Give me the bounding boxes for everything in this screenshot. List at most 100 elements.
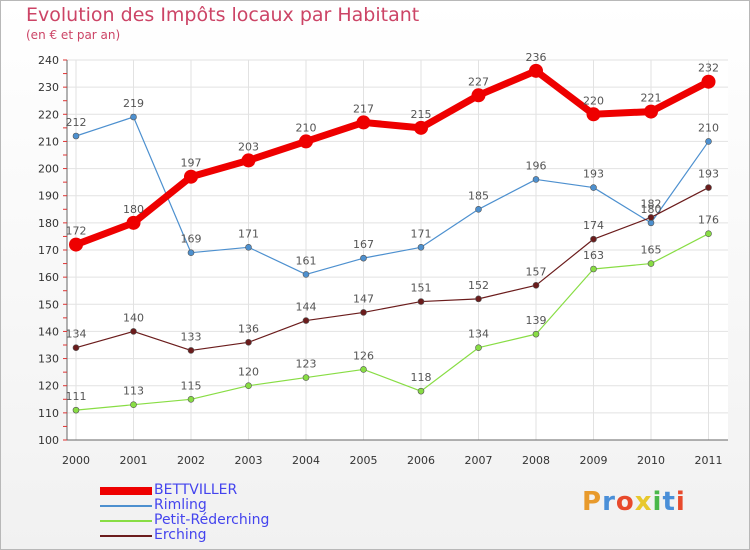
data-label: 232 (698, 62, 719, 75)
data-label: 115 (181, 379, 202, 392)
y-tick-label: 210 (38, 135, 59, 148)
data-label: 172 (66, 225, 87, 238)
legend-swatch (100, 505, 152, 507)
data-point (471, 88, 486, 103)
y-tick-label: 190 (38, 190, 59, 203)
x-tick-label: 2000 (62, 454, 90, 467)
data-point (130, 113, 137, 121)
data-label: 163 (583, 249, 604, 262)
data-label: 210 (698, 121, 719, 134)
data-point (187, 249, 195, 257)
data-label: 180 (123, 203, 144, 216)
series-line-petit-réderching (75, 233, 709, 411)
chart-subtitle: (en € et par an) (26, 28, 121, 42)
data-point (475, 344, 482, 352)
y-tick-label: 160 (38, 271, 59, 284)
data-label: 126 (353, 349, 374, 362)
data-label: 165 (641, 244, 662, 257)
data-label: 193 (698, 168, 719, 181)
series-line-erching (75, 187, 709, 352)
y-tick-label: 110 (38, 407, 59, 420)
y-tick-label: 180 (38, 217, 59, 230)
data-label: 180 (641, 203, 662, 216)
data-label: 236 (526, 51, 547, 64)
legend-label: Petit-Réderching (154, 512, 270, 528)
y-tick-label: 200 (38, 163, 59, 176)
data-point (701, 74, 716, 89)
data-point (360, 309, 367, 316)
data-label: 227 (468, 75, 489, 88)
data-point (187, 395, 195, 403)
data-label: 140 (123, 311, 144, 324)
data-point (302, 271, 310, 278)
y-tick-label: 240 (38, 54, 59, 67)
legend-label: Rimling (154, 497, 207, 513)
x-tick-label: 2003 (235, 454, 263, 467)
data-point (705, 230, 712, 238)
data-point (417, 387, 425, 395)
x-tick-label: 2010 (637, 454, 665, 467)
data-point (414, 120, 428, 135)
data-point (187, 347, 195, 354)
data-point (529, 63, 543, 78)
data-label: 167 (353, 238, 374, 251)
legend-swatch (100, 520, 152, 522)
data-point (241, 153, 256, 168)
data-point (590, 265, 597, 273)
data-label: 174 (583, 219, 604, 232)
x-tick-label: 2007 (465, 454, 493, 467)
data-point (417, 243, 425, 251)
data-point (705, 184, 712, 191)
data-point (475, 205, 482, 213)
data-point (532, 330, 540, 338)
legend-swatch (100, 487, 152, 495)
data-point (72, 406, 80, 414)
proxiti-logo: Proxiti (582, 487, 686, 517)
data-label: 220 (583, 94, 604, 107)
data-point (184, 169, 198, 184)
data-label: 196 (526, 159, 547, 172)
data-label: 203 (238, 140, 259, 153)
data-point (590, 184, 597, 191)
data-label: 221 (641, 92, 662, 105)
data-point (647, 214, 655, 221)
data-point (360, 366, 367, 373)
data-point (130, 328, 137, 335)
data-point (126, 215, 141, 230)
data-label: 152 (468, 279, 489, 292)
data-label: 133 (181, 330, 202, 343)
data-label: 210 (296, 121, 317, 134)
data-label: 171 (238, 227, 259, 240)
data-label: 193 (583, 168, 604, 181)
y-tick-label: 230 (38, 81, 59, 94)
data-label: 118 (411, 371, 432, 384)
data-point (299, 134, 313, 149)
data-point (69, 237, 83, 252)
data-label: 157 (526, 265, 547, 278)
x-tick-label: 2004 (292, 454, 320, 467)
data-point (302, 374, 310, 381)
y-tick-label: 150 (38, 298, 59, 311)
y-tick-label: 130 (38, 353, 59, 366)
y-tick-label: 220 (38, 108, 59, 121)
data-label: 136 (238, 322, 259, 335)
data-label: 212 (66, 116, 87, 129)
data-point (130, 401, 137, 409)
series-line-rimling (75, 116, 709, 276)
data-point (356, 115, 371, 130)
data-label: 217 (353, 102, 374, 115)
data-label: 182 (641, 197, 662, 210)
data-label: 185 (468, 189, 489, 202)
y-tick-label: 120 (38, 380, 59, 393)
data-point (417, 298, 425, 305)
series-line-bettviller (74, 67, 711, 248)
x-tick-label: 2008 (522, 454, 550, 467)
legend-swatch (100, 535, 152, 537)
data-label: 139 (526, 314, 547, 327)
data-label: 151 (411, 282, 432, 295)
x-tick-label: 2001 (120, 454, 148, 467)
data-point (72, 132, 80, 140)
data-point (532, 176, 540, 183)
data-point (245, 243, 252, 251)
